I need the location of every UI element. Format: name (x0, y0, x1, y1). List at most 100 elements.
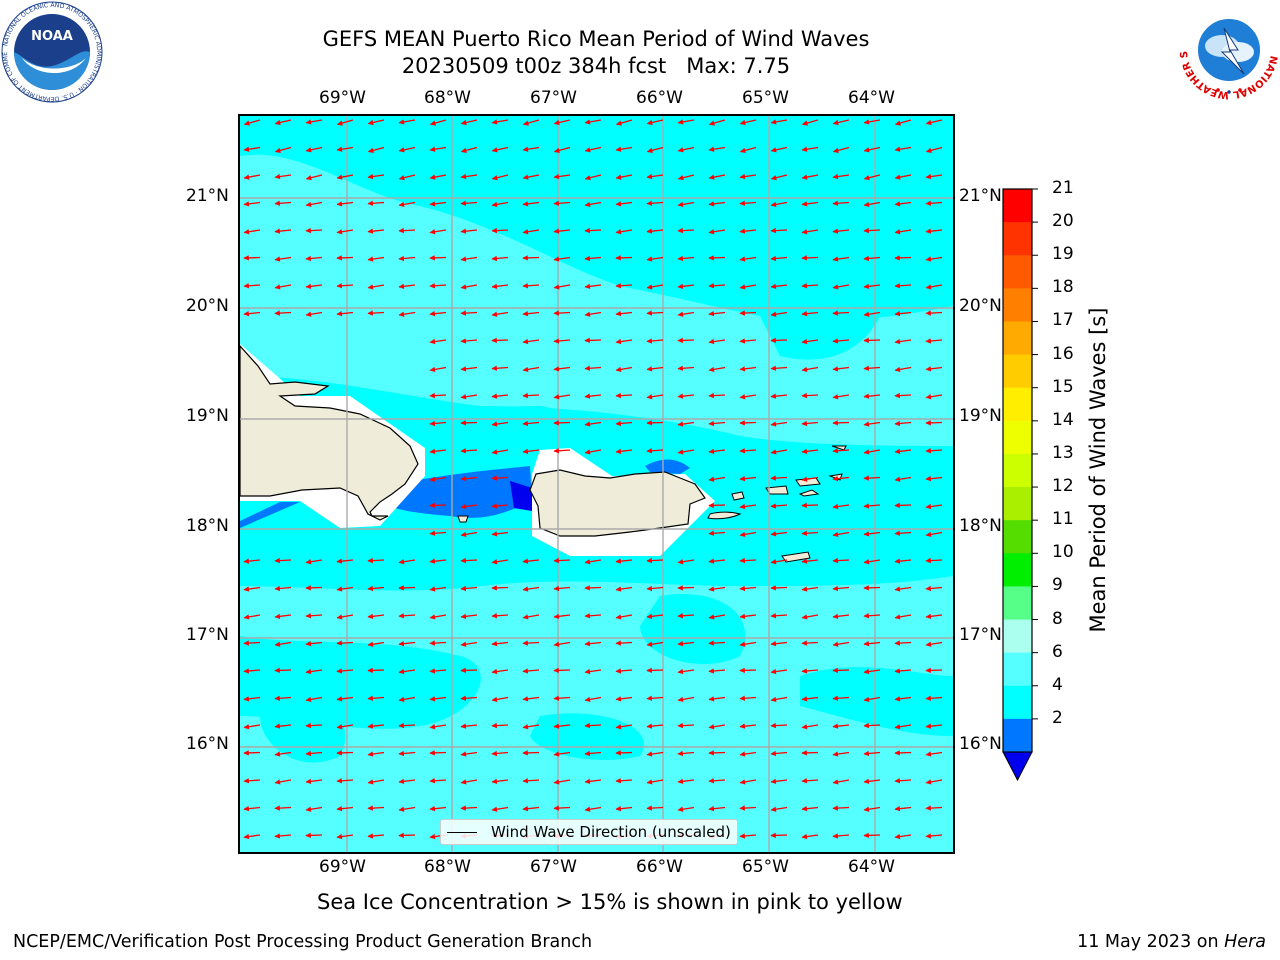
wave-arrow-head (398, 559, 405, 565)
wave-arrow-head (429, 420, 436, 427)
wave-arrow-head (770, 559, 777, 565)
wave-arrow-head (863, 365, 870, 371)
wave-arrow-head (398, 255, 405, 262)
wave-arrow-head (460, 531, 467, 538)
wave-arrow-head (739, 503, 746, 510)
wave-arrow-head (739, 557, 745, 564)
colorbar-frame (1002, 188, 1033, 753)
wave-arrow-head (429, 586, 436, 592)
wave-arrow-head (305, 227, 311, 234)
wave-arrow-head (429, 640, 435, 646)
wave-arrow-head (677, 613, 684, 619)
wave-arrow-head (398, 147, 405, 153)
wave-arrow-head (367, 200, 374, 206)
wave-arrow-head (739, 147, 746, 153)
wave-arrow-head (677, 201, 684, 208)
wave-arrow-head (894, 338, 901, 345)
wave-arrow-head (398, 311, 405, 317)
wave-arrow-head (615, 640, 621, 646)
wave-arrow-head (429, 366, 436, 373)
wave-arrow-head (801, 448, 808, 454)
wave-arrow-head (646, 338, 653, 344)
wave-arrow-head (925, 613, 932, 619)
wave-arrow-head (522, 366, 529, 373)
wave-arrow-head (646, 173, 653, 180)
colorbar-segment (1003, 718, 1032, 753)
wave-arrow-head (801, 724, 808, 730)
colorbar-segment (1003, 288, 1032, 322)
wave-arrow-head (801, 750, 807, 756)
map-panel (238, 114, 955, 854)
wave-arrow-head (429, 668, 436, 674)
wave-arrow-head (708, 640, 714, 646)
wave-arrow-head (708, 750, 714, 756)
colorbar-tick-label: 4 (1052, 674, 1063, 695)
wave-arrow-head (491, 475, 497, 481)
wave-arrow-head (336, 614, 343, 620)
wave-arrow-head (460, 613, 467, 619)
wave-arrow-head (584, 393, 591, 399)
wave-arrow-head (522, 558, 529, 564)
colorbar-segment (1003, 222, 1032, 256)
wave-arrow-head (708, 420, 715, 427)
wave-arrow-head (429, 696, 436, 702)
wave-arrow-head (832, 476, 839, 482)
wave-arrow-head (677, 559, 684, 565)
wave-arrow-head (677, 806, 684, 812)
wave-arrow-head (367, 310, 373, 316)
wave-arrow-head (460, 338, 467, 344)
wave-arrow-head (708, 724, 715, 730)
wave-arrow-head (708, 448, 715, 454)
wave-arrow-head (832, 641, 839, 647)
wave-arrow-head (491, 503, 498, 509)
wave-arrow-head (770, 365, 777, 371)
wave-arrow-head (553, 805, 559, 811)
wave-arrow-head (925, 448, 932, 454)
wave-arrow-head (429, 311, 436, 317)
wave-arrow-head (615, 420, 622, 427)
wave-arrow-head (708, 778, 715, 784)
wave-arrow-head (429, 806, 436, 812)
wave-arrow-head (460, 779, 467, 785)
wave-arrow-head (863, 255, 870, 262)
colorbar-segment (1003, 321, 1032, 356)
wave-arrow-head (801, 283, 808, 289)
wave-arrow-head (305, 283, 312, 289)
wave-arrow-head (491, 227, 497, 234)
wave-arrow-head (522, 586, 529, 592)
wave-arrow-head (584, 337, 590, 344)
wave-arrow-head (925, 394, 932, 400)
wave-arrow-head (894, 174, 901, 180)
wave-arrow-head (863, 175, 870, 181)
wave-arrow-head (708, 338, 715, 345)
wave-arrow-head (584, 806, 591, 812)
wave-arrow-head (460, 448, 467, 454)
wave-arrow-head (677, 641, 684, 647)
wave-arrow-head (491, 668, 498, 675)
wave-arrow-head (801, 502, 807, 509)
wave-arrow-head (243, 120, 250, 126)
wave-arrow-head (646, 394, 653, 400)
wave-arrow-head (553, 723, 560, 729)
wave-arrow-head (801, 476, 808, 482)
wave-arrow-head (677, 255, 684, 262)
colorbar-tick-label: 11 (1052, 509, 1074, 530)
wave-arrow-head (584, 227, 590, 234)
wave-arrow-head (398, 696, 405, 703)
wave-arrow-head (770, 227, 776, 234)
wave-arrow-head (925, 723, 932, 729)
wave-arrow-head (429, 476, 436, 482)
wave-arrow-head (646, 667, 652, 674)
wave-arrow-head (584, 175, 591, 181)
colorbar-title: Mean Period of Wind Waves [s] (1086, 307, 1110, 633)
colorbar-segment (1003, 619, 1032, 654)
wave-arrow-head (243, 174, 250, 180)
wave-arrow-head (491, 613, 498, 619)
wave-arrow-head (584, 365, 591, 371)
wave-arrow-head (522, 146, 529, 152)
svg-text:NOAA: NOAA (31, 29, 73, 44)
wave-arrow-head (863, 668, 870, 675)
wave-arrow-head (522, 614, 529, 620)
wave-arrow-head (398, 585, 404, 591)
wave-arrow-head (801, 229, 808, 235)
